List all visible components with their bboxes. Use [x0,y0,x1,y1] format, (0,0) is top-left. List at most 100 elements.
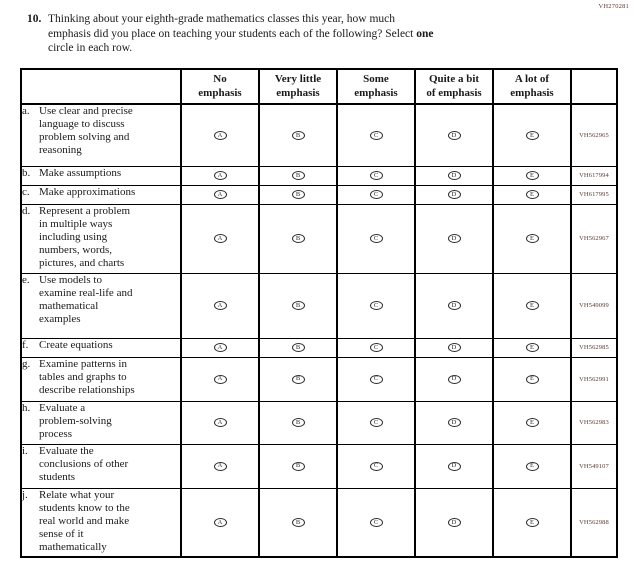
answer-bubble-c[interactable]: C [369,418,383,428]
answer-bubble-e[interactable]: E [525,418,539,428]
answer-bubble-b[interactable]: B [291,418,305,428]
answer-bubble-a[interactable]: A [213,131,227,141]
answer-bubble-c[interactable]: C [369,131,383,141]
answer-bubble-c[interactable]: C [369,461,383,471]
answer-bubble-a[interactable]: A [213,171,227,181]
question-text: Thinking about your eighth-grade mathema… [48,12,588,56]
answer-bubble-b[interactable]: B [291,461,305,471]
answer-bubble-a[interactable]: A [213,418,227,428]
answer-bubble-e[interactable]: E [525,343,539,353]
option-cell-some: C [336,103,416,167]
option-cell-no-emphasis: A [180,400,260,445]
emphasis-table: No emphasis Very little emphasis Some em… [20,68,618,558]
answer-bubble-d[interactable]: D [447,518,461,528]
answer-bubble-c[interactable]: C [369,343,383,353]
option-cell-quite-a-bit: D [414,272,494,339]
answer-bubble-d[interactable]: D [447,418,461,428]
answer-bubble-e[interactable]: E [525,190,539,200]
answer-bubble-a[interactable]: A [213,461,227,471]
table-row-i: i. Evaluate the conclusions of other stud… [20,443,618,489]
option-cell-a-lot: E [492,165,572,186]
row-label: Relate what your students know to the re… [39,488,130,553]
answer-bubble-b[interactable]: B [291,234,305,244]
table-row-h: h. Evaluate a problem-solving process A B… [20,400,618,445]
row-letter: j. [22,488,28,501]
answer-bubble-d[interactable]: D [447,461,461,471]
answer-bubble-b[interactable]: B [291,171,305,181]
answer-bubble-a[interactable]: A [213,301,227,311]
option-cell-quite-a-bit: D [414,184,494,205]
answer-bubble-a[interactable]: A [213,190,227,200]
table-row-e: e. Use models to examine real-life and ma… [20,272,618,339]
answer-bubble-d[interactable]: D [447,301,461,311]
answer-bubble-e[interactable]: E [525,518,539,528]
option-cell-a-lot: E [492,443,572,489]
option-cell-quite-a-bit: D [414,400,494,445]
row-letter: h. [22,401,31,414]
item-code: VH562991 [570,356,618,402]
option-cell-quite-a-bit: D [414,203,494,274]
question-block: 10. Thinking about your eighth-grade mat… [27,12,602,56]
answer-bubble-c[interactable]: C [369,301,383,311]
item-code: VH562965 [570,103,618,167]
answer-bubble-c[interactable]: C [369,190,383,200]
answer-bubble-e[interactable]: E [525,234,539,244]
answer-bubble-d[interactable]: D [447,343,461,353]
option-cell-a-lot: E [492,203,572,274]
answer-bubble-a[interactable]: A [213,518,227,528]
answer-bubble-d[interactable]: D [447,171,461,181]
column-header-no-emphasis: No emphasis [180,68,260,105]
answer-bubble-c[interactable]: C [369,171,383,181]
option-cell-no-emphasis: A [180,487,260,558]
answer-bubble-e[interactable]: E [525,171,539,181]
answer-bubble-d[interactable]: D [447,190,461,200]
answer-bubble-e[interactable]: E [525,374,539,384]
option-cell-no-emphasis: A [180,203,260,274]
answer-bubble-c[interactable]: C [369,518,383,528]
column-header-blank [20,68,182,105]
table-row-b: b. Make assumptions A B C D E VH617994 [20,165,618,186]
answer-bubble-e[interactable]: E [525,301,539,311]
option-cell-some: C [336,400,416,445]
answer-bubble-a[interactable]: A [213,374,227,384]
option-cell-very-little: B [258,165,338,186]
answer-bubble-b[interactable]: B [291,131,305,141]
row-letter: i. [22,444,28,457]
option-cell-a-lot: E [492,272,572,339]
answer-bubble-d[interactable]: D [447,131,461,141]
row-label-cell: e. Use models to examine real-life and ma… [20,272,182,339]
option-cell-very-little: B [258,487,338,558]
answer-bubble-c[interactable]: C [369,234,383,244]
table-row-g: g. Examine patterns in tables and graphs … [20,356,618,402]
answer-bubble-b[interactable]: B [291,343,305,353]
row-label: Make approximations [39,185,136,198]
header-row: No emphasis Very little emphasis Some em… [20,68,618,105]
answer-bubble-b[interactable]: B [291,301,305,311]
answer-bubble-a[interactable]: A [213,343,227,353]
answer-bubble-b[interactable]: B [291,190,305,200]
column-header-very-little-emphasis: Very little emphasis [258,68,338,105]
option-cell-quite-a-bit: D [414,337,494,358]
option-cell-some: C [336,487,416,558]
table-row-f: f. Create equations A B C D E VH562985 [20,337,618,358]
answer-bubble-d[interactable]: D [447,234,461,244]
item-code: VH617994 [570,165,618,186]
row-letter: e. [22,273,30,286]
answer-bubble-c[interactable]: C [369,374,383,384]
option-cell-quite-a-bit: D [414,356,494,402]
table-row-j: j. Relate what your students know to the … [20,487,618,558]
answer-bubble-b[interactable]: B [291,374,305,384]
option-cell-no-emphasis: A [180,272,260,339]
answer-bubble-b[interactable]: B [291,518,305,528]
row-label: Examine patterns in tables and graphs to… [39,357,135,396]
question-bold-word: one [416,27,434,40]
answer-bubble-d[interactable]: D [447,374,461,384]
column-header-a-lot-of-emphasis: A lot of emphasis [492,68,572,105]
item-code: VH562967 [570,203,618,274]
option-cell-very-little: B [258,356,338,402]
option-cell-no-emphasis: A [180,337,260,358]
answer-bubble-e[interactable]: E [525,461,539,471]
row-label-cell: c. Make approximations [20,184,182,205]
answer-bubble-a[interactable]: A [213,234,227,244]
answer-bubble-e[interactable]: E [525,131,539,141]
